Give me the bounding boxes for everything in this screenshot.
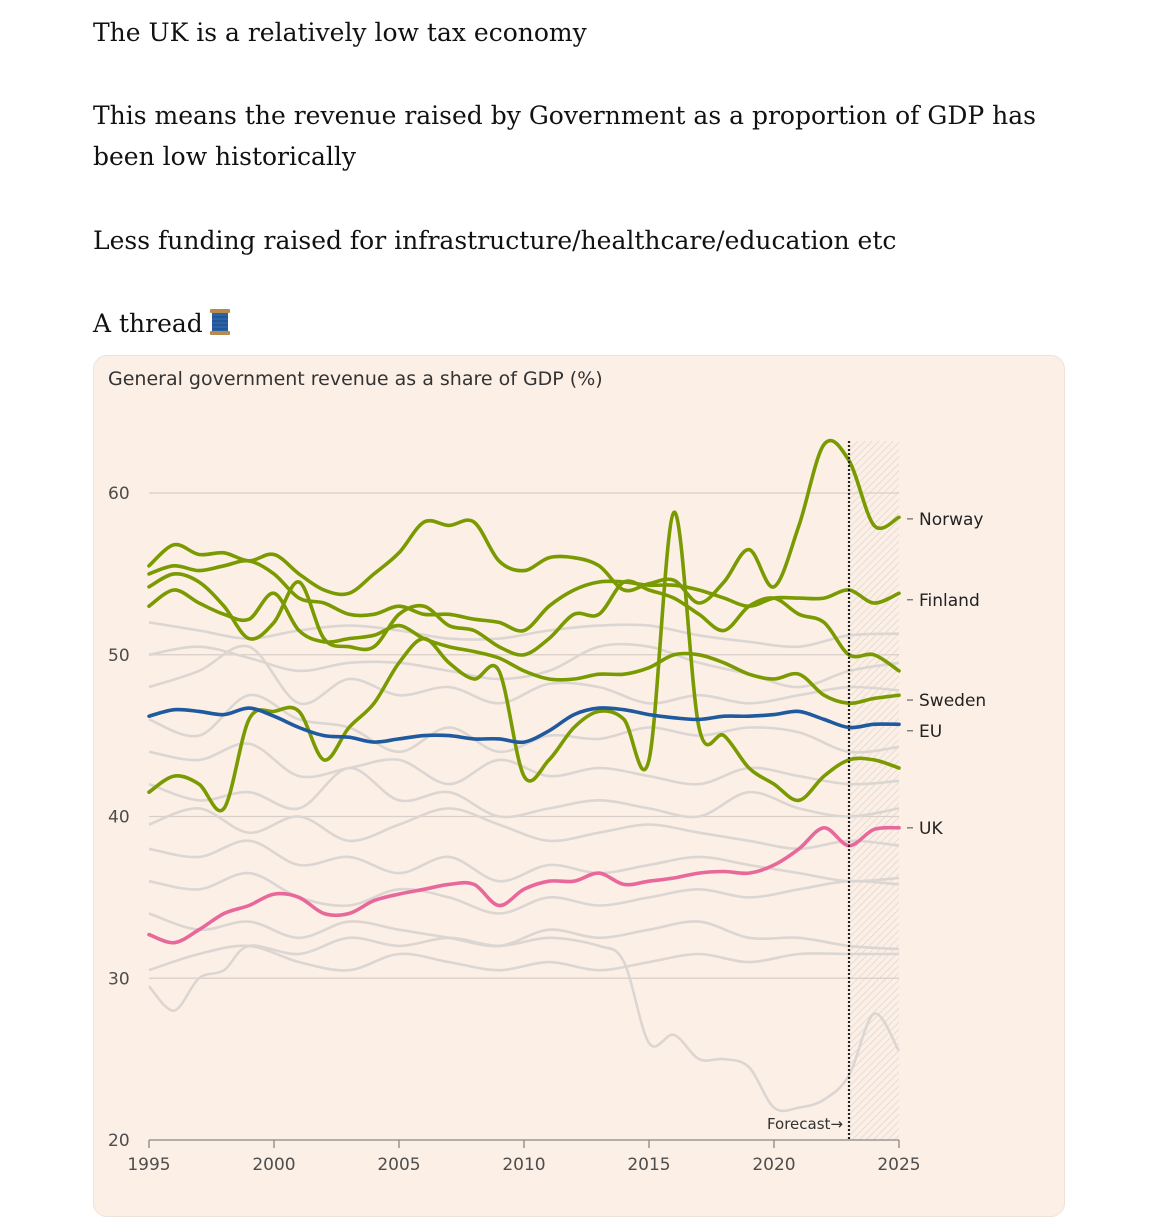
series-line-eu	[147, 706, 901, 745]
y-tick-label: 20	[108, 1131, 130, 1151]
chart-card: General government revenue as a share of…	[93, 355, 1065, 1217]
forecast-region	[849, 441, 899, 1140]
series-line-grey-4	[148, 693, 900, 754]
y-tick-label: 40	[108, 808, 130, 828]
post-line-3: Less funding raised for infrastructure/h…	[93, 226, 897, 255]
series-line-grey-2	[148, 642, 900, 689]
x-tick-label: 2000	[252, 1155, 295, 1175]
series-label-eu: EU	[919, 722, 942, 742]
series-line-grey-6	[148, 766, 900, 819]
series-line-sweden	[147, 588, 901, 706]
post-line-1: The UK is a relatively low tax economy	[93, 18, 587, 47]
y-tick-label: 50	[108, 646, 130, 666]
x-tick-label: 2005	[377, 1155, 420, 1175]
series-line-grey-10	[148, 912, 900, 951]
series-line-grey-3	[148, 644, 900, 706]
thread-text: A thread	[93, 309, 203, 338]
series-line-grey-1	[148, 621, 900, 649]
revenue-line-chart: 20 30 40 50 60 1995 2000 2005 2010 2015 2020 2025 Fo…	[108, 438, 986, 1175]
series-label-finland: Finland	[919, 591, 980, 611]
post-line-2: This means the revenue raised by Governm…	[93, 101, 1036, 171]
series-line-grey-9	[148, 871, 900, 915]
y-tick-label: 60	[108, 484, 130, 504]
x-tick-label: 1995	[127, 1155, 170, 1175]
series-label-norway: Norway	[919, 510, 984, 530]
post-line-4: A thread	[93, 303, 231, 344]
x-tick-label: 2025	[877, 1155, 920, 1175]
spool-of-thread-icon	[209, 309, 230, 335]
chart-title: General government revenue as a share of…	[108, 368, 603, 390]
series-line-grey-12	[148, 936, 901, 1113]
series-line-grey-11	[148, 944, 899, 972]
x-tick-label: 2010	[502, 1155, 545, 1175]
series-label-sweden: Sweden	[919, 691, 986, 711]
x-tick-label: 2015	[627, 1155, 670, 1175]
forecast-label: Forecast→	[767, 1115, 843, 1133]
series-line-belgium	[147, 510, 901, 813]
series-line-grey-8	[148, 839, 900, 883]
series-line-uk	[147, 825, 901, 945]
series-label-uk: UK	[919, 819, 943, 839]
series-line-grey-7	[148, 807, 900, 851]
x-tick-label: 2020	[752, 1155, 795, 1175]
series-line-norway	[147, 438, 901, 605]
y-tick-label: 30	[108, 969, 130, 989]
series-line-denmark	[147, 571, 901, 673]
